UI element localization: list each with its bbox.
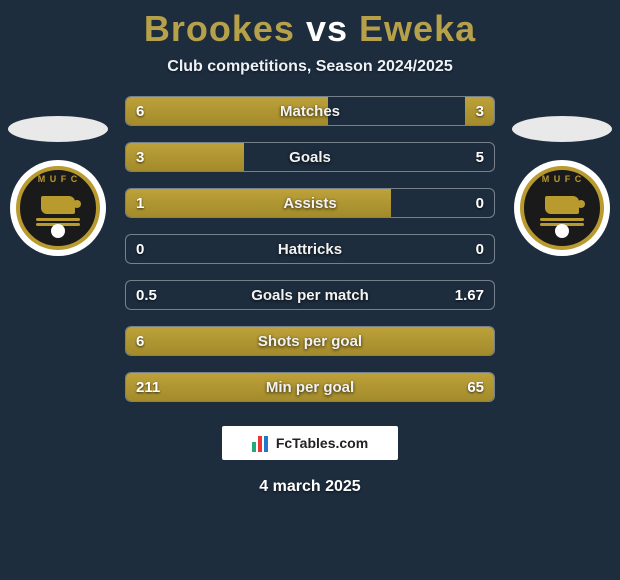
crest-arc-text: M U F C: [38, 174, 79, 184]
crest-arc-text: M U F C: [542, 174, 583, 184]
stat-row: 00Hattricks: [125, 234, 495, 264]
player1-name: Brookes: [144, 8, 295, 49]
comparison-stage: M U F C M U F C 63Matches 35Goals 10Assist…: [0, 96, 620, 402]
vs-label: vs: [306, 8, 348, 49]
platform-right: [512, 116, 612, 142]
crest-ball-icon: [51, 224, 65, 238]
stat-row: 10Assists: [125, 188, 495, 218]
stat-row: 6Shots per goal: [125, 326, 495, 356]
stat-row: 21165Min per goal: [125, 372, 495, 402]
crest-inner: M U F C: [520, 166, 604, 250]
crest-inner: M U F C: [16, 166, 100, 250]
season-subtitle: Club competitions, Season 2024/2025: [0, 58, 620, 76]
stat-label: Matches: [126, 97, 494, 125]
stat-label: Goals per match: [126, 281, 494, 309]
crest-ball-icon: [555, 224, 569, 238]
stat-label: Min per goal: [126, 373, 494, 401]
stat-label: Hattricks: [126, 235, 494, 263]
platform-left: [8, 116, 108, 142]
club-crest-right: M U F C: [514, 160, 610, 256]
stat-label: Goals: [126, 143, 494, 171]
comparison-date: 4 march 2025: [0, 478, 620, 496]
crest-lion-icon: [545, 196, 579, 214]
stat-label: Assists: [126, 189, 494, 217]
comparison-title: Brookes vs Eweka: [0, 0, 620, 50]
club-crest-left: M U F C: [10, 160, 106, 256]
stat-row: 0.51.67Goals per match: [125, 280, 495, 310]
stat-label: Shots per goal: [126, 327, 494, 355]
player2-name: Eweka: [359, 8, 476, 49]
stat-row: 63Matches: [125, 96, 495, 126]
stat-bars: 63Matches 35Goals 10Assists 00Hattricks 0.51…: [125, 96, 495, 402]
brand-logo-icon: [252, 434, 270, 452]
brand-text: FcTables.com: [276, 435, 368, 451]
stat-row: 35Goals: [125, 142, 495, 172]
brand-badge: FcTables.com: [222, 426, 398, 460]
crest-lion-icon: [41, 196, 75, 214]
